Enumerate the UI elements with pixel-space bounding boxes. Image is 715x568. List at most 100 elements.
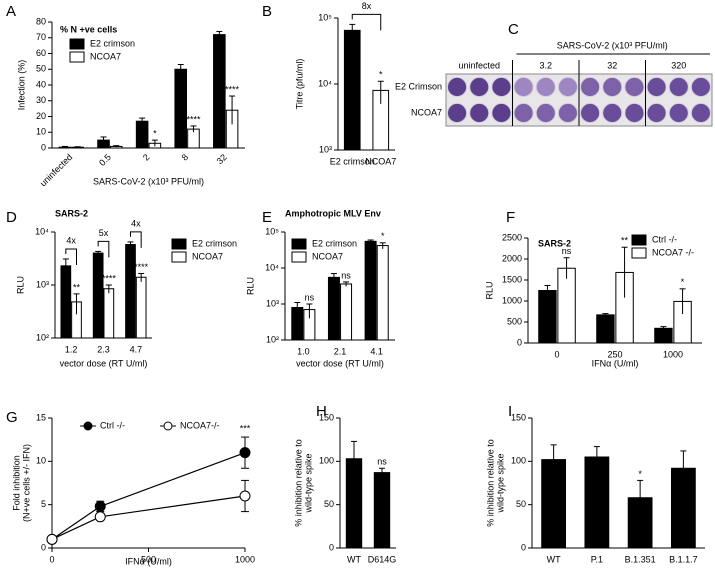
y-tick-label: 0 bbox=[41, 142, 46, 152]
x-tick-label: 4.1 bbox=[370, 346, 383, 356]
x-tick-label: 8 bbox=[180, 152, 191, 163]
well bbox=[513, 102, 534, 124]
x-tick-label: 1.2 bbox=[65, 344, 78, 354]
bar bbox=[557, 267, 576, 344]
x-tick-label: 1000 bbox=[663, 349, 683, 359]
y-tick-label: 10⁴ bbox=[318, 78, 332, 88]
point bbox=[46, 533, 58, 545]
well bbox=[690, 76, 712, 98]
significance-label: * bbox=[153, 129, 157, 139]
panel-letter: G bbox=[6, 409, 18, 426]
fold-label: 8x bbox=[362, 1, 372, 11]
y-tick-label: 500 bbox=[507, 316, 522, 326]
legend-label: NCOA7-/- bbox=[180, 420, 220, 430]
y-axis-label: RLU bbox=[484, 281, 494, 299]
x-tick-label: 2 bbox=[141, 152, 152, 163]
column-label: 32 bbox=[607, 60, 617, 70]
significance-label: * bbox=[681, 277, 685, 287]
well bbox=[491, 102, 512, 124]
fold-label: 4x bbox=[131, 218, 141, 228]
bar bbox=[174, 68, 188, 149]
y-tick-label: 0 bbox=[329, 542, 334, 552]
well bbox=[602, 76, 623, 98]
panel-letter: I bbox=[508, 403, 512, 420]
bracket bbox=[65, 248, 78, 265]
well bbox=[646, 102, 667, 124]
legend-label: NCOA7 bbox=[192, 251, 223, 261]
y-tick-label: 20 bbox=[36, 111, 46, 121]
x-tick-label: 250 bbox=[607, 349, 622, 359]
y-axis-label: Fold inhibition bbox=[11, 455, 21, 511]
y-tick-label: 10⁴ bbox=[265, 262, 279, 272]
column-label: uninfected bbox=[458, 60, 500, 70]
bar bbox=[364, 240, 377, 341]
bar bbox=[135, 120, 149, 149]
well bbox=[690, 102, 712, 124]
well bbox=[624, 76, 645, 98]
x-tick-label: 500 bbox=[141, 554, 156, 564]
panel-title: Amphotropic MLV Env bbox=[285, 208, 381, 218]
bar bbox=[654, 327, 673, 344]
legend-swatch bbox=[631, 234, 647, 246]
x-axis-label: vector dose (RT U/ml) bbox=[60, 358, 148, 368]
bar bbox=[538, 290, 557, 344]
well bbox=[668, 76, 689, 98]
bar bbox=[125, 244, 136, 339]
significance-label: * bbox=[379, 70, 383, 80]
y-tick-label: 2000 bbox=[502, 253, 522, 263]
legend-label: Ctrl -/- bbox=[100, 420, 125, 430]
y-tick-label: 70 bbox=[36, 32, 46, 42]
bar bbox=[103, 288, 115, 339]
well bbox=[469, 102, 490, 124]
point bbox=[94, 500, 106, 512]
y-axis-label: Titre (pfu/ml) bbox=[294, 59, 304, 110]
panel-letter: A bbox=[6, 3, 16, 20]
panel-letter: D bbox=[6, 209, 17, 226]
panel-letter: B bbox=[262, 3, 272, 20]
well bbox=[447, 102, 468, 124]
panel-title: SARS-2 bbox=[55, 208, 88, 218]
legend-label: E2 crimson bbox=[90, 38, 135, 48]
y-tick-label: 30 bbox=[36, 95, 46, 105]
x-tick-label: NCOA7 bbox=[365, 156, 396, 166]
well bbox=[535, 102, 556, 124]
x-tick-label: 1.0 bbox=[297, 346, 310, 356]
significance-label: **** bbox=[225, 84, 240, 94]
well bbox=[535, 76, 556, 98]
bar bbox=[596, 314, 615, 344]
bar bbox=[213, 34, 226, 149]
bar bbox=[343, 29, 361, 151]
x-tick-label: 0 bbox=[49, 554, 54, 564]
legend-label: E2 crimson bbox=[312, 238, 357, 248]
bar bbox=[376, 245, 389, 341]
column-label: 3.2 bbox=[539, 60, 552, 70]
x-tick-label: WT bbox=[347, 554, 361, 564]
x-tick-label: 2.1 bbox=[334, 346, 347, 356]
x-tick-label: D614G bbox=[368, 554, 397, 564]
significance-label: ** bbox=[621, 236, 629, 246]
legend-swatch bbox=[69, 51, 85, 63]
point bbox=[94, 511, 106, 523]
legend-swatch bbox=[171, 251, 187, 263]
x-axis-label: IFNα (U/ml) bbox=[592, 358, 639, 368]
x-axis-label: vector dose (RT U/ml) bbox=[296, 358, 384, 368]
legend-swatch bbox=[291, 251, 307, 263]
bar bbox=[373, 472, 391, 549]
row-label: NCOA7 bbox=[411, 107, 442, 117]
well bbox=[513, 76, 534, 98]
y-tick-label: 50 bbox=[36, 64, 46, 74]
panel-letter: H bbox=[316, 403, 327, 420]
column-label: 320 bbox=[671, 60, 686, 70]
y-tick-label: 40 bbox=[36, 79, 46, 89]
well bbox=[580, 76, 601, 98]
y-tick-label: 100 bbox=[319, 456, 334, 466]
bar bbox=[135, 276, 147, 339]
legend-label: NCOA7 bbox=[90, 51, 121, 61]
y-tick-label: 1500 bbox=[502, 274, 522, 284]
y-axis-label: (N+ve cells +/- IFN) bbox=[21, 444, 31, 522]
significance-label: ns bbox=[562, 246, 572, 256]
well bbox=[447, 76, 468, 98]
legend-swatch bbox=[631, 247, 647, 259]
y-tick-label: 10 bbox=[36, 456, 46, 466]
legend-label: NCOA7 -/- bbox=[652, 247, 694, 257]
